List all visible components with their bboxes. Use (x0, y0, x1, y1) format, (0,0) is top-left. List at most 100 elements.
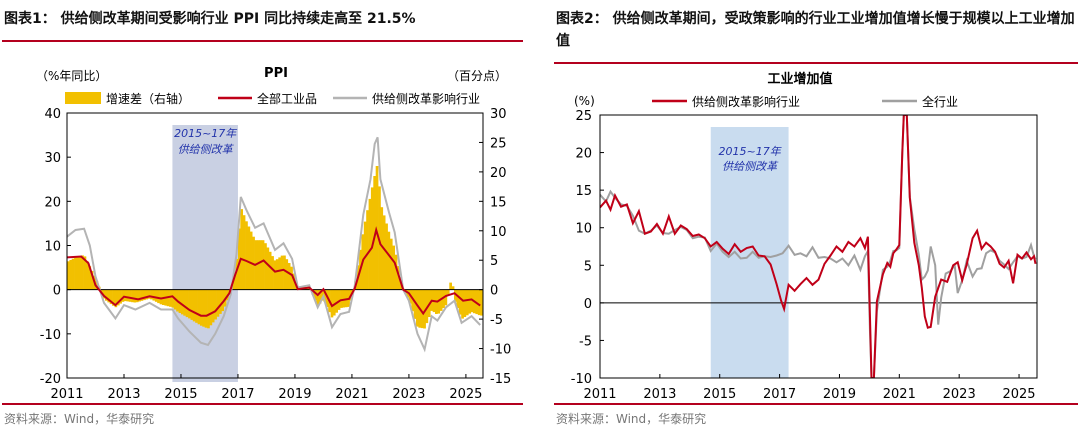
figure-2-title: 图表2： 供给侧改革期间，受政策影响的行业工业增加值增长慢于规模以上工业增加值 (556, 11, 1075, 49)
gap-bar (268, 251, 272, 290)
gap-bar (207, 289, 210, 329)
y-left-tick-label: 40 (44, 107, 61, 122)
x-tick-label: 2019 (823, 387, 856, 402)
figure-2-panel: 图表2： 供给侧改革期间，受政策影响的行业工业增加值增长慢于规模以上工业增加值 … (552, 0, 1080, 442)
gap-bar (259, 240, 262, 290)
gap-bar (392, 245, 395, 290)
x-tick-label: 2021 (883, 387, 916, 402)
y-tick-label: 25 (575, 109, 592, 124)
gap-bar (183, 289, 186, 316)
legend-label-gap: 增速差（右轴） (106, 91, 190, 106)
gap-bar (416, 289, 419, 327)
figure-2-source: 资料来源：Wind，华泰研究 (556, 412, 707, 426)
y-right-tick-label: -10 (490, 343, 511, 358)
y-left-tick-label: 20 (44, 195, 61, 210)
gap-bar (257, 240, 260, 290)
gap-bar (273, 260, 277, 290)
gap-bar (290, 266, 293, 290)
gap-bar (340, 289, 343, 308)
gap-bar (86, 261, 89, 290)
gap-bar (313, 289, 317, 301)
y-right-tick-label: 20 (490, 166, 507, 181)
gap-bar (214, 289, 217, 320)
highlight-label-reform: 供给侧改革 (722, 160, 779, 173)
x-tick-label: 2017 (221, 387, 254, 402)
gap-bar (413, 289, 417, 319)
gap-bar (67, 261, 70, 290)
gap-bar (109, 289, 113, 305)
gap-bar (423, 289, 426, 329)
left-axis-unit: （%年同比） (36, 69, 107, 83)
plot-frame (599, 114, 1038, 379)
gap-bar (131, 289, 134, 303)
gap-bar (249, 231, 253, 290)
gap-bar (238, 228, 241, 290)
gap-bar (442, 289, 445, 309)
gap-bar (95, 280, 99, 290)
figure-1-title-rule (2, 40, 523, 42)
y-tick-label: 15 (575, 184, 592, 199)
gap-bar (480, 289, 483, 316)
gap-bar (240, 209, 243, 290)
gap-bar (216, 289, 220, 317)
gap-bar (330, 289, 334, 318)
y-tick-label: 20 (575, 147, 592, 162)
gap-bar (463, 289, 467, 317)
y-tick-label: -10 (571, 372, 592, 387)
gap-bar (465, 289, 469, 316)
gap-bar (411, 289, 414, 312)
gap-bar (321, 289, 324, 301)
gap-bar (159, 289, 163, 305)
gap-bar (287, 263, 291, 290)
gap-bar (275, 259, 279, 290)
gap-bar (157, 289, 160, 304)
gap-bar (382, 215, 386, 290)
gap-bar (456, 289, 460, 309)
figure-2-footer-rule (554, 403, 1078, 405)
gap-bar (449, 282, 452, 290)
gap-bar (332, 289, 336, 316)
gap-bar (323, 289, 327, 302)
gap-bar (370, 187, 374, 290)
gap-bar (266, 247, 270, 290)
gap-bar (116, 289, 120, 306)
gap-bar (461, 289, 464, 319)
gap-bar (375, 166, 379, 290)
gap-bar (126, 289, 130, 302)
gap-bar (114, 289, 118, 308)
y-right-tick-label: -5 (490, 313, 503, 328)
gap-bar (380, 207, 384, 290)
gap-bar (451, 286, 455, 290)
gap-bar (264, 243, 267, 290)
gap-bar (202, 289, 205, 327)
x-tick-label: 2019 (278, 387, 311, 402)
gap-bar (152, 289, 156, 301)
y-left-tick-label: -20 (40, 372, 61, 387)
y-right-tick-label: 30 (490, 107, 507, 122)
x-tick-label: 2011 (50, 387, 83, 402)
gap-bar (83, 256, 87, 290)
gap-bar (235, 258, 239, 290)
gap-bar (128, 289, 132, 302)
gap-bar (420, 289, 424, 329)
gap-bar (147, 289, 151, 299)
line-series (67, 136, 481, 353)
gap-bar (318, 289, 322, 304)
gap-bar (133, 289, 137, 303)
gap-bar (337, 289, 341, 310)
gap-bar (458, 289, 462, 315)
gap-bar (219, 289, 222, 314)
gap-bar (204, 289, 208, 328)
gap-bar (285, 259, 289, 290)
gap-bar (107, 289, 111, 303)
gap-bar (242, 215, 246, 290)
gap-bar (342, 289, 346, 308)
gap-bar (102, 289, 106, 299)
y-right-tick-label: 5 (490, 254, 498, 269)
y-tick-label: -5 (579, 334, 592, 349)
x-tick-label: 2015 (164, 387, 197, 402)
gap-bar (154, 289, 158, 302)
y-left-tick-label: -10 (40, 328, 61, 343)
legend-label-all: 全部工业品 (257, 91, 317, 106)
